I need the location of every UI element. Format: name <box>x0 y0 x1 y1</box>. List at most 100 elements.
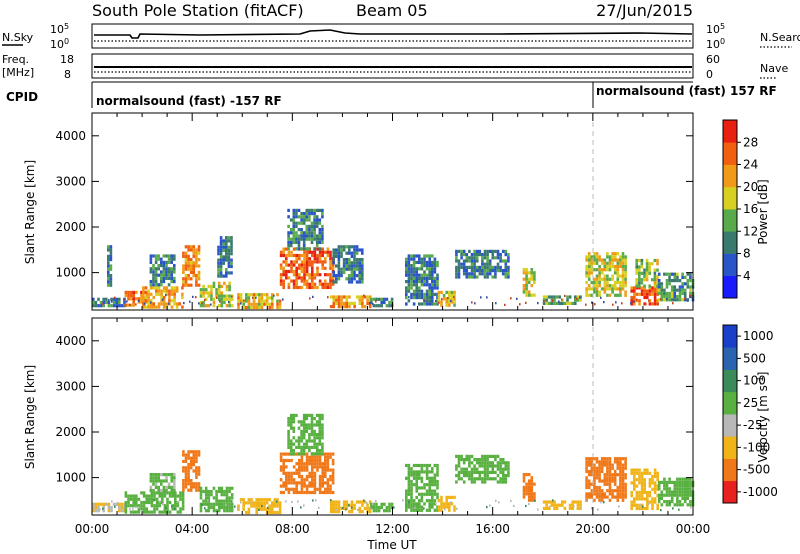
power-echo-cell <box>412 302 416 306</box>
velocity-echo-cell <box>635 506 639 511</box>
velocity-echo-cell <box>150 491 154 495</box>
velocity-echo-cell <box>135 500 138 505</box>
power-echo-cell <box>428 296 431 300</box>
power-echo-cell <box>501 249 505 253</box>
power-ground-scatter <box>231 295 233 298</box>
velocity-echo-cell <box>635 490 639 495</box>
velocity-echo-cell <box>375 509 378 513</box>
power-echo-cell <box>160 260 163 264</box>
nsearch-bottom-tick: 100 <box>706 37 725 51</box>
velocity-echo-cell <box>298 490 301 495</box>
power-echo-cell <box>331 276 335 280</box>
velocity-echo-cell <box>415 473 418 477</box>
velocity-echo-cell <box>681 480 684 484</box>
power-echo-cell <box>603 284 607 288</box>
power-echo-cell <box>595 255 599 259</box>
velocity-echo-cell <box>184 485 188 489</box>
power-echo-cell <box>407 283 411 287</box>
power-echo-cell <box>405 260 408 264</box>
power-echo-cell <box>162 264 166 268</box>
power-echo-cell <box>340 245 343 249</box>
velocity-echo-cell <box>321 462 324 466</box>
velocity-echo-cell <box>313 417 316 421</box>
velocity-echo-cell <box>158 510 161 514</box>
power-echo-cell <box>302 215 306 219</box>
velocity-echo-cell <box>260 501 264 505</box>
velocity-echo-cell <box>571 503 574 507</box>
velocity-ground-scatter <box>123 505 125 508</box>
power-echo-cell <box>329 276 332 280</box>
velocity-echo-cell <box>683 484 687 488</box>
velocity-echo-cell <box>608 466 612 470</box>
velocity-echo-cell <box>305 458 309 463</box>
velocity-echo-cell <box>590 469 594 474</box>
velocity-echo-cell <box>475 477 479 481</box>
velocity-echo-cell <box>668 500 671 504</box>
power-echo-cell <box>420 280 424 284</box>
power-echo-cell <box>624 290 627 294</box>
power-echo-cell <box>643 278 646 282</box>
velocity-echo-cell <box>638 474 641 479</box>
velocity-echo-cell <box>287 490 291 495</box>
power-echo-cell <box>300 247 303 251</box>
power-echo-cell <box>385 304 389 308</box>
power-echo-cell <box>332 258 335 262</box>
power-echo-cell <box>335 277 338 281</box>
power-echo-cell <box>181 292 184 296</box>
power-echo-cell <box>598 290 601 294</box>
power-echo-cell <box>619 287 622 291</box>
power-echo-cell <box>170 305 174 309</box>
power-echo-cell <box>681 282 684 286</box>
power-echo-cell <box>147 289 150 293</box>
velocity-echo-cell <box>308 439 311 443</box>
power-echo-cell <box>530 268 534 272</box>
power-echo-cell <box>305 266 309 270</box>
velocity-echo-cell <box>217 499 221 503</box>
power-echo-cell <box>475 259 479 263</box>
power-echo-cell <box>407 264 411 268</box>
velocity-echo-cell <box>300 439 303 443</box>
velocity-echo-cell <box>611 463 614 467</box>
power-echo-cell <box>595 290 599 294</box>
velocity-echo-cell <box>633 481 636 485</box>
power-echo-cell <box>316 266 319 270</box>
power-echo-cell <box>345 298 349 302</box>
velocity-echo-cell <box>470 470 474 474</box>
velocity-echo-cell <box>433 492 437 496</box>
velocity-echo-cell <box>308 455 311 459</box>
power-echo-cell <box>407 286 411 290</box>
power-echo-cell <box>355 258 359 262</box>
power-echo-cell <box>242 302 245 306</box>
power-echo-cell <box>285 253 288 258</box>
power-echo-cell <box>202 284 205 289</box>
velocity-echo-cell <box>436 495 439 500</box>
power-echo-cell <box>643 286 646 290</box>
velocity-echo-cell <box>295 462 298 466</box>
velocity-echo-cell <box>153 510 156 514</box>
power-echo-cell <box>227 264 231 269</box>
power-echo-cell <box>353 274 356 278</box>
power-echo-cell <box>109 245 113 249</box>
power-echo-cell <box>550 301 554 305</box>
power-echo-cell <box>457 249 461 253</box>
velocity-echo-cell <box>608 473 612 477</box>
power-echo-cell <box>600 258 604 262</box>
velocity-echo-cell <box>593 457 596 461</box>
velocity-echo-cell <box>329 506 333 510</box>
power-echo-cell <box>329 282 332 286</box>
power-echo-cell <box>305 231 309 235</box>
power-echo-cell <box>437 294 441 298</box>
power-echo-cell <box>287 263 291 267</box>
velocity-echo-cell <box>491 454 495 458</box>
power-echo-cell <box>173 280 176 284</box>
velocity-echo-cell <box>412 483 416 487</box>
power-echo-cell <box>298 266 301 270</box>
power-echo-cell <box>595 274 599 278</box>
velocity-echo-cell <box>410 467 413 471</box>
power-echo-cell <box>204 288 208 292</box>
power-echo-cell <box>268 302 271 306</box>
power-y-tick-label: 2000 <box>55 220 86 234</box>
velocity-echo-cell <box>633 503 636 507</box>
velocity-ground-scatter <box>351 506 353 509</box>
power-echo-cell <box>167 257 171 261</box>
